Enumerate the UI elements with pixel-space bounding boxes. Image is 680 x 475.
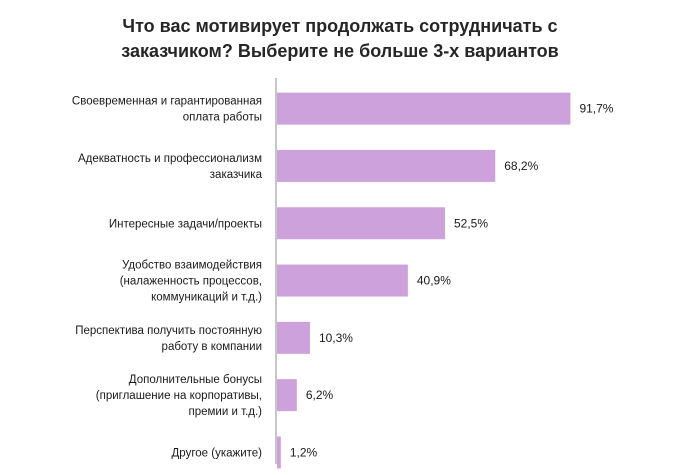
labels-layer: 91,7% Своевременная и гарантированная опла… <box>72 96 614 460</box>
category-label-4: Перспектива получить постоянную работу в … <box>75 325 262 353</box>
category-label-3-line-2: коммуникаций и т.д.) <box>151 292 262 304</box>
category-label-4-line-0: Перспектива получить постоянную <box>75 325 262 337</box>
bar-4 <box>277 321 310 354</box>
category-label-2-line-0: Интересные задачи/проекты <box>109 218 262 230</box>
category-label-0: Своевременная и гарантированная оплата ра… <box>72 96 262 124</box>
category-label-3: Удобство взаимодействия (налаженность про… <box>120 260 262 304</box>
chart-title: Что вас мотивирует продолжать сотруднича… <box>0 14 680 64</box>
category-label-3-line-0: Удобство взаимодействия <box>122 260 262 272</box>
category-label-0-line-0: Своевременная и гарантированная <box>72 96 262 108</box>
category-label-5: Дополнительные бонусы (приглашение на кор… <box>96 374 262 418</box>
category-label-3-line-1: (налаженность процессов, <box>120 276 262 288</box>
category-label-1: Адекватность и профессионализм заказчика <box>78 153 263 181</box>
category-label-0-line-1: оплата работы <box>183 112 262 124</box>
category-label-5-line-2: премии и т.д.) <box>188 406 262 418</box>
value-label-6: 1,2% <box>290 445 318 459</box>
value-label-4: 10,3% <box>319 331 353 345</box>
category-label-1-line-1: заказчика <box>210 169 263 181</box>
value-label-1: 68,2% <box>504 159 538 173</box>
value-label-2: 52,5% <box>454 216 488 230</box>
category-label-2: Интересные задачи/проекты <box>109 218 262 230</box>
value-label-5: 6,2% <box>306 388 334 402</box>
category-label-6: Другое (укажите) <box>172 447 263 459</box>
bar-0 <box>277 92 571 125</box>
bar-5 <box>277 379 297 412</box>
category-label-4-line-1: работу в компании <box>162 341 262 353</box>
category-label-6-line-0: Другое (укажите) <box>172 447 263 459</box>
value-label-3: 40,9% <box>417 274 451 288</box>
bar-3 <box>277 264 408 297</box>
chart-title-line-2: заказчиком? Выберите не больше 3-х вариа… <box>121 41 559 61</box>
bar-2 <box>277 207 445 240</box>
value-label-0: 91,7% <box>579 102 613 116</box>
bar-1 <box>277 149 496 182</box>
chart-title-line-1: Что вас мотивирует продолжать сотруднича… <box>122 16 558 36</box>
category-label-5-line-1: (приглашение на корпоративы, <box>96 390 262 402</box>
category-label-1-line-0: Адекватность и профессионализм <box>78 153 262 165</box>
bars-layer <box>277 92 571 469</box>
bar-6 <box>277 436 281 469</box>
category-label-5-line-0: Дополнительные бонусы <box>129 374 262 386</box>
